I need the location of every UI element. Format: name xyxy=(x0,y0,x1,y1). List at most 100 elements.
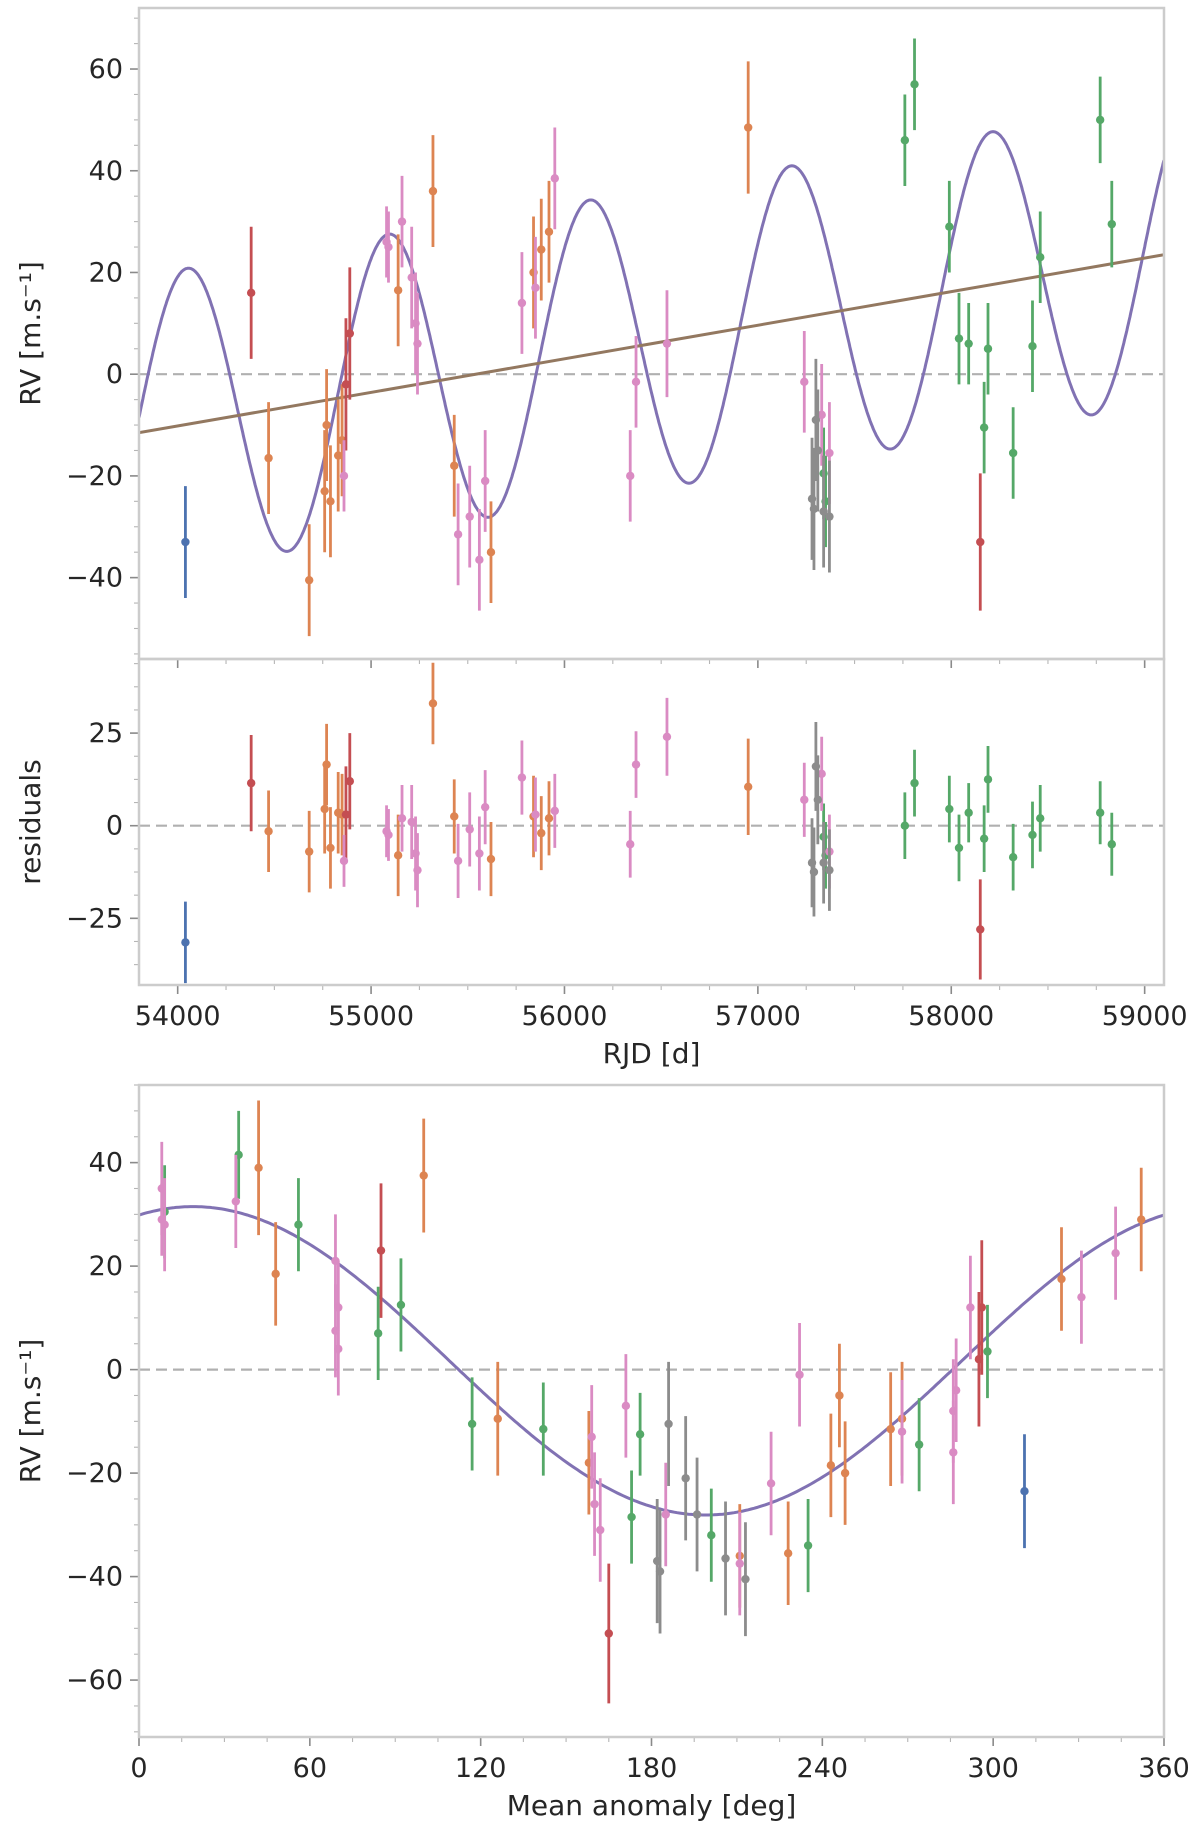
data-point xyxy=(537,245,546,254)
x-tick-label: 0 xyxy=(130,1753,147,1784)
data-point xyxy=(626,840,635,849)
data-point xyxy=(825,448,834,458)
data-point xyxy=(945,804,954,814)
y-axis-title: RV [m.s⁻¹] xyxy=(14,1339,47,1484)
data-point xyxy=(1008,448,1018,458)
series-dataset-2 xyxy=(254,1100,1146,1608)
data-point xyxy=(983,1347,992,1356)
rv-model-curve xyxy=(139,130,1164,553)
x-tick-label: 60 xyxy=(293,1753,327,1784)
x-tick-label: 180 xyxy=(626,1753,678,1784)
data-point xyxy=(1036,814,1045,823)
data-point xyxy=(428,186,438,196)
axes-frame xyxy=(137,6,1166,661)
data-point xyxy=(480,802,490,812)
data-point xyxy=(1008,852,1018,862)
series-dataset-2 xyxy=(264,61,753,637)
y-tick-label: 0 xyxy=(106,359,123,390)
data-point xyxy=(681,1474,690,1483)
data-point xyxy=(339,856,349,866)
y-tick-label: −25 xyxy=(66,903,123,934)
series-dataset-1 xyxy=(181,486,190,598)
y-tick-label: −40 xyxy=(66,1562,123,1593)
data-point xyxy=(954,334,964,343)
data-point xyxy=(809,867,819,877)
data-point xyxy=(407,817,416,827)
data-point xyxy=(743,782,753,792)
x-tick-label: 56000 xyxy=(522,1001,608,1032)
data-point xyxy=(376,1246,386,1255)
data-point xyxy=(407,273,416,282)
data-point xyxy=(976,925,985,934)
data-point xyxy=(334,1344,343,1354)
series-dataset-6 xyxy=(652,1361,750,1637)
series-dataset-5 xyxy=(157,1141,1120,1616)
data-point xyxy=(231,1197,241,1206)
data-point xyxy=(537,828,546,838)
data-point xyxy=(631,377,641,387)
data-point xyxy=(819,858,828,867)
data-point xyxy=(544,227,554,236)
data-point xyxy=(428,699,438,708)
data-point xyxy=(900,821,910,830)
data-point xyxy=(450,812,459,821)
x-tick-label: 55000 xyxy=(328,1001,414,1032)
series-dataset-1 xyxy=(181,901,190,984)
data-point xyxy=(735,1559,744,1568)
plot-area xyxy=(139,1100,1164,1704)
data-point xyxy=(531,810,540,819)
plot-area xyxy=(139,38,1164,637)
data-point xyxy=(910,778,919,788)
data-point xyxy=(655,1567,665,1576)
data-point xyxy=(835,1391,844,1400)
data-point xyxy=(1036,253,1045,262)
data-point xyxy=(264,827,273,836)
data-point xyxy=(743,123,753,132)
data-point xyxy=(983,775,993,784)
data-point xyxy=(662,732,672,741)
data-point xyxy=(450,461,459,470)
data-point xyxy=(322,420,331,430)
y-tick-label: −20 xyxy=(66,461,123,492)
data-point xyxy=(393,286,403,295)
y-tick-label: −20 xyxy=(66,1458,123,1489)
data-point xyxy=(341,810,351,819)
series-dataset-3 xyxy=(819,38,1116,548)
data-point xyxy=(809,504,819,514)
data-point xyxy=(1095,808,1105,817)
data-point xyxy=(531,283,540,292)
rv-model-curve xyxy=(139,1205,1164,1517)
data-point xyxy=(181,938,190,947)
data-point xyxy=(181,537,190,547)
data-point xyxy=(475,849,484,858)
axes-frame xyxy=(137,1083,1166,1739)
data-point xyxy=(964,808,973,817)
data-point xyxy=(333,451,343,460)
data-point xyxy=(475,555,484,565)
x-tick-label: 58000 xyxy=(908,1001,994,1032)
data-point xyxy=(886,1424,895,1434)
data-point xyxy=(983,344,993,353)
data-point xyxy=(493,1414,502,1423)
data-point xyxy=(304,847,314,856)
series-dataset-6 xyxy=(807,721,834,917)
data-point xyxy=(246,778,256,788)
data-point xyxy=(453,856,463,866)
data-point xyxy=(465,512,474,521)
data-point xyxy=(900,136,910,145)
data-point xyxy=(320,804,329,814)
data-point xyxy=(976,537,985,547)
data-point xyxy=(590,1499,599,1509)
data-point xyxy=(465,825,474,834)
data-point xyxy=(304,575,314,585)
data-point xyxy=(783,1549,793,1558)
data-point xyxy=(635,1430,645,1439)
data-point xyxy=(339,471,349,481)
series-dataset-4 xyxy=(246,733,985,980)
data-point xyxy=(413,339,422,348)
axes-frame xyxy=(137,657,1166,987)
data-point xyxy=(246,288,256,298)
data-point xyxy=(966,1303,975,1312)
data-point xyxy=(721,1554,730,1563)
